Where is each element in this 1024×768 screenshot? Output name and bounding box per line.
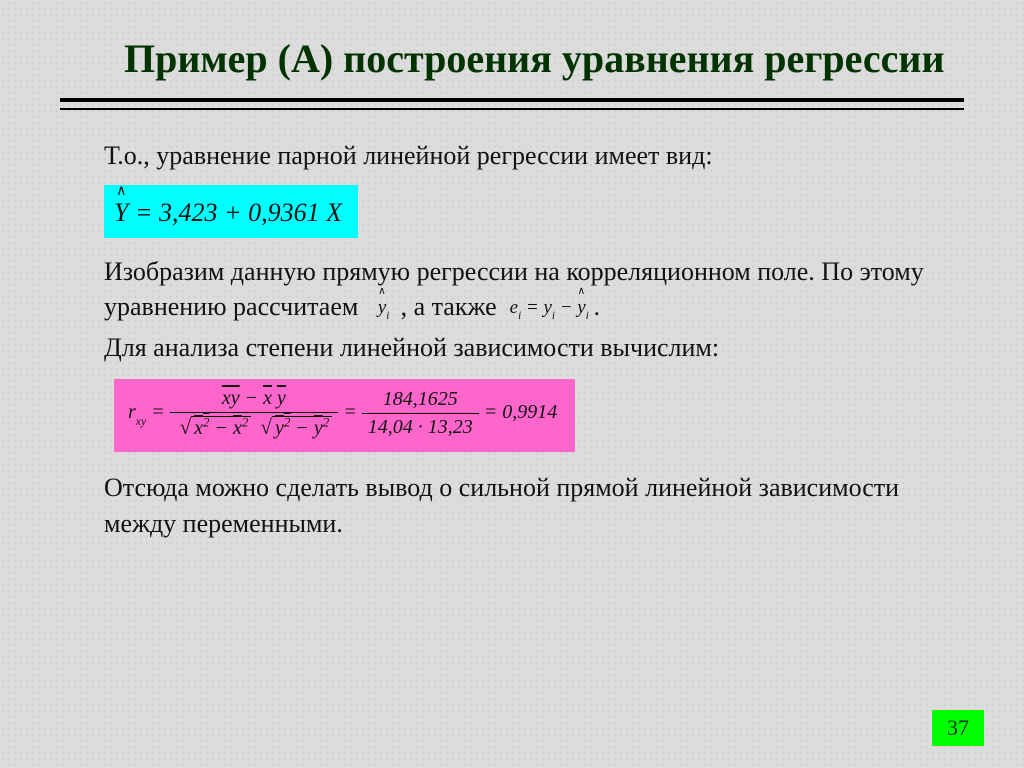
rxy-result: 0,9914 xyxy=(502,402,557,424)
rxy-den-a: 14,04 xyxy=(368,416,413,438)
rxy-numeric-fraction: 184,1625 14,04 · 13,23 xyxy=(362,386,479,441)
residual-definition: ei = yi − yi xyxy=(510,297,594,318)
slide: Пример (А) построения уравнения регресси… xyxy=(0,0,1024,768)
conclusion-text: Отсюда можно сделать вывод о сильной пря… xyxy=(104,470,944,540)
correlation-equation: rxy = xy − x y x2 − x2 y2 − y2 = 184,162… xyxy=(114,379,575,452)
title-rule xyxy=(60,98,964,112)
page-number-badge: 37 xyxy=(932,710,984,746)
rxy-symbolic-fraction: xy − x y x2 − x2 y2 − y2 xyxy=(170,385,339,442)
paragraph-3: Для анализа степени линейной зависимости… xyxy=(104,330,944,365)
slide-body: Т.о., уравнение парной линейной регресси… xyxy=(60,138,964,541)
y-hat-symbol: Y xyxy=(114,195,128,230)
slide-title: Пример (А) построения уравнения регресси… xyxy=(60,36,964,82)
regression-equation: Y = 3,423 + 0,9361 X xyxy=(104,185,358,238)
yi-hat-inline: yi xyxy=(378,297,394,318)
correlation-equation-box: rxy = xy − x y x2 − x2 y2 − y2 = 184,162… xyxy=(104,371,944,464)
eq1-intercept: 3,423 xyxy=(159,198,218,227)
para2-b: , а также xyxy=(401,292,497,321)
rxy-den-b: 13,23 xyxy=(428,416,473,438)
rxy-numerator: 184,1625 xyxy=(362,386,479,414)
regression-equation-box: Y = 3,423 + 0,9361 X xyxy=(104,179,944,248)
eq1-slope: 0,9361 xyxy=(248,198,320,227)
paragraph-2: Изобразим данную прямую регрессии на кор… xyxy=(104,254,944,324)
para2-c: . xyxy=(594,292,601,321)
intro-text: Т.о., уравнение парной линейной регресси… xyxy=(104,138,944,173)
